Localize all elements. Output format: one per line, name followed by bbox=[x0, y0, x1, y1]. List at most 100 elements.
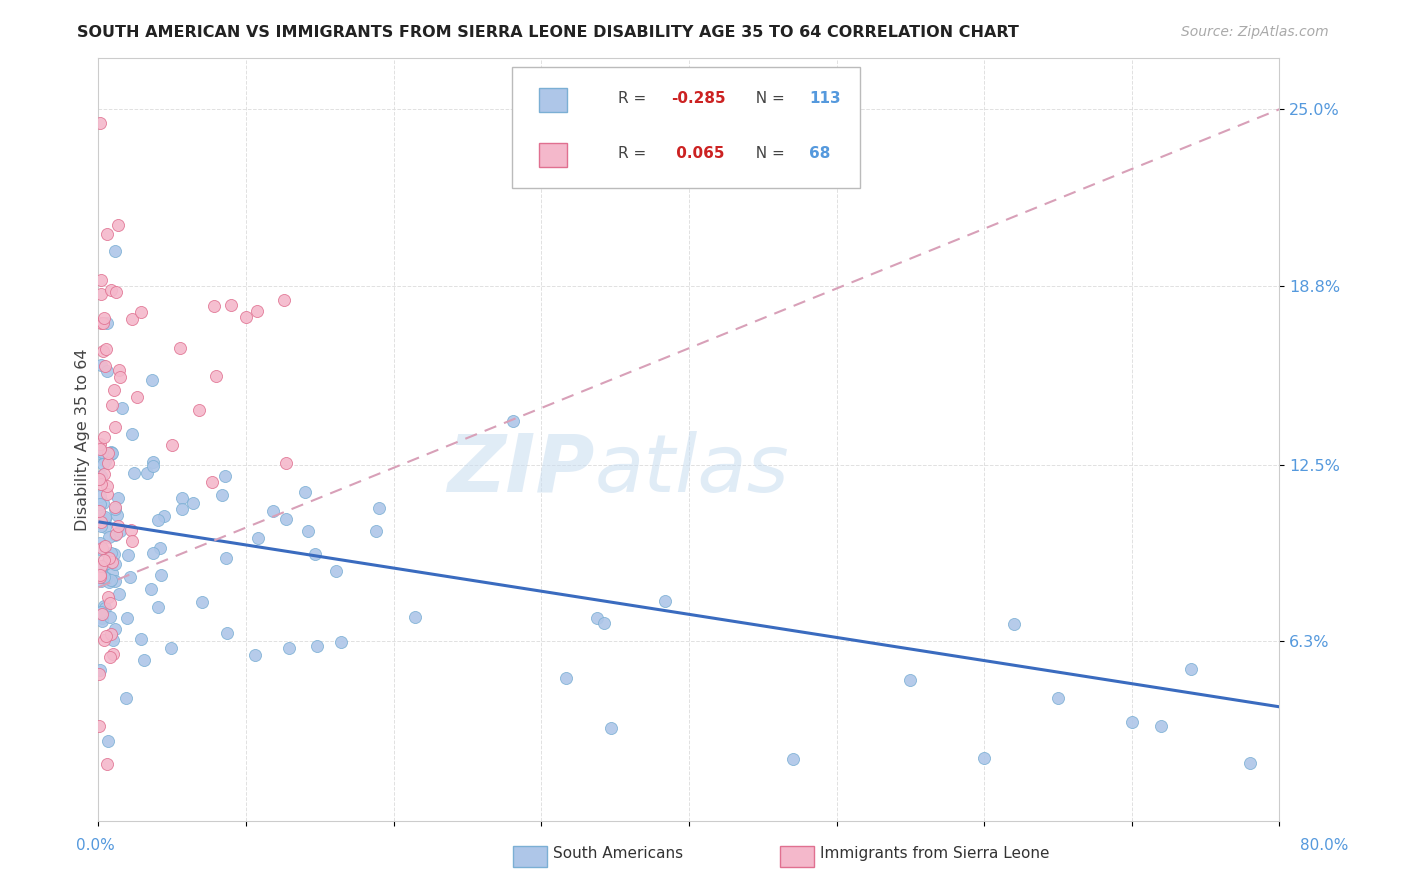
Point bbox=[104, 527, 127, 541]
Point bbox=[94, 601, 117, 615]
Point bbox=[160, 438, 183, 452]
Text: -0.285: -0.285 bbox=[671, 91, 725, 106]
Point bbox=[100, 447, 122, 461]
Text: 0.0%: 0.0% bbox=[76, 838, 115, 853]
Point bbox=[1239, 756, 1261, 770]
Point bbox=[142, 459, 165, 474]
Point bbox=[169, 341, 191, 355]
Point bbox=[104, 244, 127, 259]
Point bbox=[104, 558, 127, 572]
Point bbox=[96, 456, 118, 470]
FancyBboxPatch shape bbox=[512, 67, 860, 187]
Point bbox=[129, 632, 152, 646]
Point bbox=[141, 373, 163, 387]
Point bbox=[1150, 718, 1173, 732]
Text: R =: R = bbox=[619, 91, 651, 106]
Point bbox=[304, 547, 326, 561]
Point bbox=[96, 756, 118, 771]
Point bbox=[97, 733, 120, 747]
Point bbox=[121, 311, 143, 326]
Point bbox=[211, 488, 233, 502]
Point bbox=[89, 472, 111, 486]
Point bbox=[94, 540, 117, 554]
Point bbox=[105, 508, 128, 522]
Point bbox=[1180, 662, 1202, 676]
Point bbox=[89, 116, 111, 130]
Point bbox=[89, 442, 111, 457]
Point bbox=[93, 553, 115, 567]
Text: South Americans: South Americans bbox=[553, 847, 683, 861]
Point bbox=[214, 468, 236, 483]
Point bbox=[89, 566, 111, 581]
Point bbox=[243, 648, 266, 663]
Point bbox=[91, 458, 114, 472]
Point bbox=[90, 606, 112, 620]
Point bbox=[97, 574, 120, 589]
Point bbox=[100, 566, 122, 581]
Text: 113: 113 bbox=[810, 91, 841, 106]
Point bbox=[204, 368, 226, 383]
Point bbox=[93, 310, 115, 325]
Point bbox=[90, 519, 112, 533]
Point bbox=[89, 667, 111, 681]
Point bbox=[89, 437, 111, 451]
Point bbox=[90, 564, 112, 578]
Point bbox=[89, 570, 111, 584]
Point bbox=[96, 227, 118, 241]
Point bbox=[105, 526, 128, 541]
Point bbox=[101, 398, 124, 412]
Point bbox=[89, 489, 111, 503]
Point bbox=[368, 501, 391, 516]
Point bbox=[121, 533, 143, 548]
Point bbox=[93, 632, 115, 647]
Text: Immigrants from Sierra Leone: Immigrants from Sierra Leone bbox=[820, 847, 1049, 861]
Point bbox=[94, 453, 117, 467]
Point bbox=[135, 466, 157, 480]
Text: N =: N = bbox=[745, 145, 789, 161]
Point bbox=[107, 491, 129, 506]
Point bbox=[404, 610, 426, 624]
Point bbox=[96, 342, 118, 356]
Point bbox=[278, 641, 301, 656]
Point bbox=[273, 293, 295, 307]
Point bbox=[90, 574, 112, 588]
Point bbox=[329, 634, 352, 648]
Point bbox=[103, 647, 125, 661]
Point bbox=[97, 446, 120, 460]
Point bbox=[90, 615, 112, 629]
Point bbox=[91, 541, 114, 555]
Point bbox=[108, 587, 131, 601]
Point bbox=[91, 496, 114, 510]
Point bbox=[93, 599, 115, 614]
Point bbox=[104, 285, 127, 299]
Point bbox=[103, 547, 125, 561]
Point bbox=[100, 445, 122, 459]
Point bbox=[1002, 617, 1025, 632]
Text: 0.065: 0.065 bbox=[671, 145, 724, 161]
Point bbox=[89, 663, 111, 677]
Point bbox=[107, 519, 129, 533]
Point bbox=[107, 362, 129, 376]
Point bbox=[125, 390, 148, 404]
Point bbox=[94, 629, 117, 643]
Point bbox=[305, 639, 328, 653]
Point bbox=[90, 469, 112, 483]
Point bbox=[107, 218, 129, 232]
Point bbox=[93, 467, 115, 482]
Point bbox=[593, 615, 616, 630]
Point bbox=[89, 497, 111, 511]
Point bbox=[101, 445, 124, 459]
Point bbox=[89, 446, 111, 460]
Point bbox=[201, 475, 224, 490]
Point bbox=[104, 420, 127, 434]
Point bbox=[104, 574, 127, 588]
Point bbox=[90, 359, 112, 373]
Point bbox=[121, 427, 143, 442]
Point bbox=[93, 519, 115, 533]
Point bbox=[149, 567, 172, 582]
Point bbox=[91, 570, 114, 584]
Point bbox=[91, 445, 114, 459]
Text: ZIP: ZIP bbox=[447, 431, 595, 508]
Point bbox=[900, 673, 922, 687]
Point bbox=[117, 548, 139, 562]
